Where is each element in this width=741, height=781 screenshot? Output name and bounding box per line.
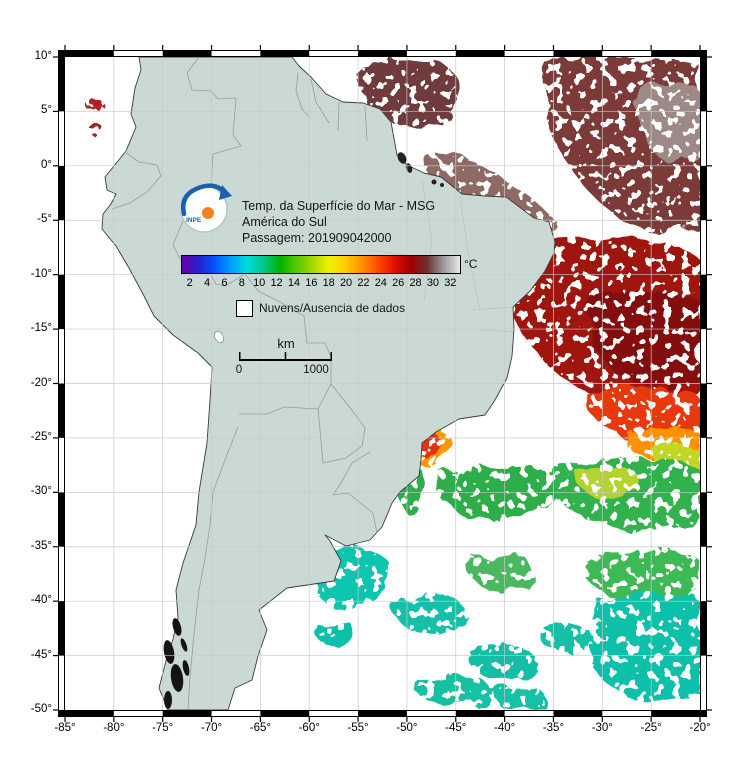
logo-arrowhead xyxy=(219,185,232,200)
graticule xyxy=(65,57,700,710)
scale-bar xyxy=(239,352,332,361)
logo-swoosh-arrow xyxy=(181,183,227,217)
state-borders xyxy=(369,179,517,333)
map-frame xyxy=(53,45,712,722)
inpe-logo-text: INPE xyxy=(186,217,202,224)
logo-orange-sphere xyxy=(202,207,214,219)
axis-ticks xyxy=(53,45,712,722)
fjord-features xyxy=(163,618,190,709)
lake-titicaca xyxy=(214,331,224,343)
inpe-logo: INPE xyxy=(180,183,232,233)
country-borders xyxy=(111,57,378,710)
